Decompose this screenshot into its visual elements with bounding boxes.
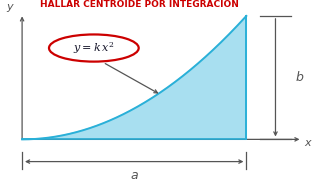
- Text: b: b: [296, 71, 304, 84]
- Text: $y = k\,x^2$: $y = k\,x^2$: [73, 40, 115, 56]
- Text: y: y: [6, 2, 13, 12]
- Text: a: a: [131, 169, 138, 180]
- Text: HALLAR CENTROIDE POR INTEGRACIÓN: HALLAR CENTROIDE POR INTEGRACIÓN: [40, 0, 239, 8]
- Text: x: x: [305, 138, 311, 148]
- Polygon shape: [22, 16, 246, 139]
